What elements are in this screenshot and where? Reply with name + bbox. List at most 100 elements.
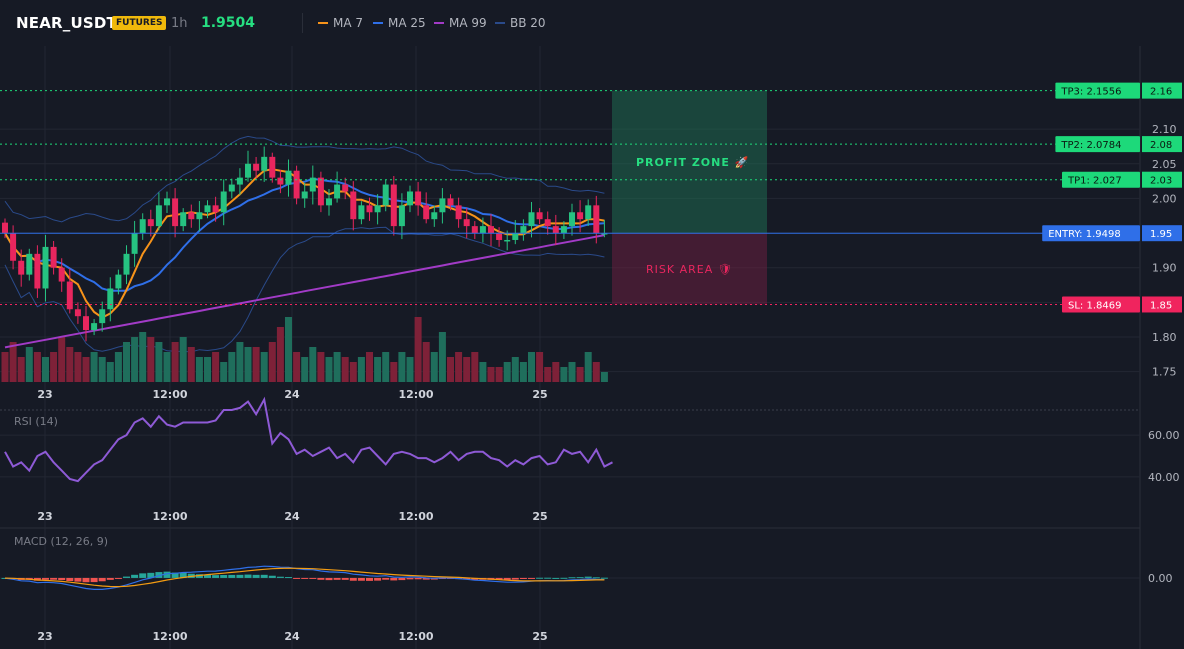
legend-swatch-bb20 (495, 22, 505, 24)
volume-bar (414, 317, 422, 382)
level-label-box (1042, 225, 1140, 242)
volume-bar (317, 352, 325, 382)
symbol-name[interactable]: NEAR_USDT (16, 14, 117, 32)
timeframe-selector[interactable]: 1h (171, 16, 188, 31)
volume-bar (123, 342, 130, 382)
volume-bar (374, 357, 382, 382)
volume-bar (276, 327, 284, 382)
volume-bar (25, 347, 33, 382)
level-axis-tick: 2.08 (1150, 140, 1172, 151)
legend-ma7[interactable]: MA 7 (318, 16, 363, 30)
volume-bar (155, 342, 163, 382)
rsi-tick-label: 60.00 (1148, 429, 1180, 442)
candle-body (374, 205, 381, 213)
profit-zone (612, 90, 767, 234)
candle-body (245, 163, 251, 178)
volume-bar (495, 367, 503, 382)
chart-header: NEAR_USDT FUTURES 1h 1.9504 MA 7 MA 25 M… (0, 0, 1184, 46)
volume-bar (592, 362, 600, 382)
volume-bar (438, 332, 446, 382)
volume-bar (455, 352, 463, 382)
candle-body (528, 212, 535, 227)
candle-body (26, 253, 33, 275)
volume-bar (430, 352, 438, 382)
level-axis-box (1142, 171, 1182, 188)
macd-histogram-bar (66, 577, 74, 581)
candle-body (463, 219, 470, 227)
volume-bar (66, 347, 74, 382)
macd-histogram-bar (560, 577, 568, 579)
ma25-line (4, 177, 605, 292)
candle-body (536, 212, 543, 220)
time-axis-label: 25 (532, 510, 547, 523)
level-axis-tick: 1.95 (1150, 229, 1172, 240)
macd-histogram-bar (106, 577, 114, 580)
macd-histogram-bar (90, 577, 98, 583)
macd-histogram-bar (301, 577, 309, 579)
rsi-tick-label: 40.00 (1148, 471, 1180, 484)
macd-title: MACD (12, 26, 9) (14, 535, 108, 548)
ma99-line (4, 234, 605, 349)
candle-body (447, 198, 454, 206)
volume-bar (195, 357, 203, 382)
volume-bar (519, 362, 527, 382)
macd-histogram-bar (568, 577, 576, 579)
volume-bar (349, 362, 357, 382)
macd-histogram-bar (98, 577, 106, 582)
macd-histogram-bar (422, 577, 430, 580)
rsi-line (4, 396, 613, 483)
candle-body (285, 170, 292, 185)
candle-body (569, 212, 575, 227)
profit-zone-label: PROFIT ZONE 🚀 (636, 156, 749, 169)
level-axis-box (1142, 136, 1182, 153)
time-axis-label: 24 (284, 510, 300, 523)
candle-body (220, 191, 227, 213)
volume-bar (260, 352, 268, 382)
candle-body (180, 212, 187, 227)
legend-bb20[interactable]: BB 20 (495, 16, 546, 30)
macd-histogram-bar (252, 574, 260, 578)
macd-tick-label: 0.00 (1148, 572, 1173, 585)
legend-ma99[interactable]: MA 99 (434, 16, 487, 30)
candle-body (431, 212, 438, 220)
volume-bar (357, 357, 365, 382)
volume-bar (366, 352, 373, 382)
candle-body (382, 184, 389, 206)
legend-ma25[interactable]: MA 25 (373, 16, 426, 30)
volume-bar (17, 357, 25, 382)
candle-body (577, 212, 584, 220)
volume-bar (212, 352, 220, 382)
volume-bar (252, 347, 260, 382)
macd-histogram-bar (42, 577, 49, 580)
candle-body (407, 191, 413, 206)
macd-histogram-bar (171, 572, 179, 578)
candle-body (139, 219, 146, 234)
candle-body (479, 226, 486, 234)
volume-bar (422, 342, 430, 382)
volume-bar (528, 352, 535, 382)
volume-bar (600, 372, 608, 382)
volume-bar (131, 337, 139, 382)
candle-body (496, 233, 503, 240)
macd-histogram-bar (341, 577, 349, 580)
candle-body (366, 205, 373, 213)
level-axis-box (1142, 82, 1182, 99)
time-axis-label: 12:00 (398, 630, 433, 643)
legend-label-ma25: MA 25 (388, 16, 426, 30)
candle-body (390, 184, 397, 227)
candle-body (115, 274, 122, 289)
macd-histogram-bar (293, 577, 301, 579)
macd-histogram-bar (268, 575, 276, 578)
macd-histogram-bar (309, 577, 317, 579)
risk-zone (612, 233, 767, 305)
volume-bar (204, 357, 211, 382)
candle-body (99, 309, 106, 324)
volume-bar (1, 352, 9, 382)
candle-body (155, 205, 162, 227)
volume-bar (398, 352, 406, 382)
macd-histogram-bar (50, 577, 58, 580)
volume-bar (244, 347, 252, 382)
macd-histogram-bar (131, 574, 139, 578)
volume-bar (293, 352, 301, 382)
